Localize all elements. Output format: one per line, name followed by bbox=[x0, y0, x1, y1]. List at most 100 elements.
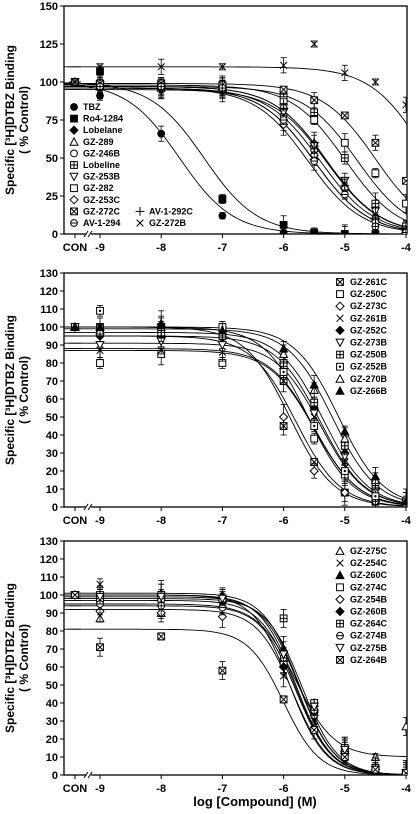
y-tick-label: 40 bbox=[46, 698, 58, 710]
legend-marker-gz-254b bbox=[335, 594, 345, 605]
y-axis-subtitle: ( % Control) bbox=[17, 624, 31, 692]
x-tick-label: -9 bbox=[95, 515, 105, 527]
x-tick-label: -8 bbox=[156, 242, 166, 254]
legend-marker-gz-273c bbox=[335, 301, 345, 311]
y-tick-label: 10 bbox=[46, 484, 58, 496]
point-gz-266b-con bbox=[70, 322, 80, 331]
legend-label-gz-264b: GZ-264B bbox=[350, 655, 388, 665]
legend-label-gz-264c: GZ-264C bbox=[350, 619, 388, 629]
point-gz-266b bbox=[401, 496, 407, 506]
legend-label-gz-253c: GZ-253C bbox=[83, 195, 121, 205]
legend-label-gz-246b: GZ-246B bbox=[83, 148, 121, 158]
y-axis-title: Specific [³H]DTBZ Binding bbox=[3, 45, 17, 195]
point-gz-272b bbox=[341, 69, 349, 77]
legend-label-gz-260b: GZ-260B bbox=[350, 607, 388, 617]
legend-marker-gz-275b bbox=[335, 643, 345, 653]
legend-marker-gz-261c bbox=[336, 278, 344, 286]
fit-curve-gz-264b bbox=[64, 628, 407, 775]
x-tick-label: -4 bbox=[401, 783, 412, 795]
point-gz-282 bbox=[371, 169, 380, 178]
legend-label-gz-261b: GZ-261B bbox=[350, 313, 388, 323]
point-ro4-1284 bbox=[218, 195, 227, 203]
panel-middle: 0 10 20 30 40 50 60 70 80 90 100 110 120 130 -9 -8 -7 -6 -… bbox=[3, 268, 412, 527]
y-tick-label: 60 bbox=[46, 662, 58, 674]
legend-marker-gz-274b bbox=[336, 631, 344, 640]
y-tick-label: 20 bbox=[46, 734, 58, 746]
x-tick-label: -5 bbox=[340, 242, 350, 254]
point-ro4-1284 bbox=[279, 220, 288, 229]
point-gz-266b bbox=[278, 343, 289, 353]
y-tick-label: 0 bbox=[52, 229, 58, 241]
x-tick-label: -9 bbox=[95, 242, 105, 254]
y-tick-label: 0 bbox=[52, 770, 58, 782]
legend-marker-ro4-1284 bbox=[70, 114, 78, 123]
point-gz-272c bbox=[371, 138, 380, 147]
legend-label-gz-270b: GZ-270B bbox=[350, 374, 388, 384]
legend-marker-gz-252c bbox=[335, 325, 345, 336]
y-tick-label: 0 bbox=[52, 502, 58, 514]
legend: GZ-261C GZ-250C GZ-273C GZ-261B GZ-252C GZ-27… bbox=[335, 277, 388, 396]
point-av-1-292c bbox=[371, 214, 380, 224]
legend-label-gz-254b: GZ-254B bbox=[350, 594, 388, 604]
point-gz-272b bbox=[218, 63, 227, 71]
x-tick-label: -6 bbox=[279, 242, 289, 254]
legend-marker-gz-253c bbox=[69, 195, 79, 205]
legend-label-lobelane: Lobelane bbox=[83, 125, 123, 135]
point-gz-270b bbox=[340, 433, 350, 443]
point-gz-272c bbox=[402, 176, 407, 185]
legend-marker-gz-260b bbox=[335, 606, 345, 617]
point-gz-273c bbox=[340, 487, 350, 498]
legend-label-gz-261c: GZ-261C bbox=[350, 277, 388, 287]
point-gz-254c bbox=[279, 672, 288, 680]
point-gz-272b bbox=[402, 101, 407, 109]
legend-label-gz-266b: GZ-266B bbox=[350, 386, 388, 396]
point-av-1-292c bbox=[95, 85, 105, 94]
y-tick-label: 30 bbox=[46, 448, 58, 460]
point-gz-282 bbox=[402, 199, 407, 208]
point-gz-264b bbox=[96, 643, 104, 652]
legend-label-gz-250c: GZ-250C bbox=[350, 289, 388, 299]
y-tick-label: 25 bbox=[46, 191, 58, 203]
point-gz-275b bbox=[309, 702, 319, 712]
point-gz-272c bbox=[310, 96, 319, 105]
legend-marker-gz-274c bbox=[336, 583, 344, 592]
y-tick-label: 30 bbox=[46, 716, 58, 728]
legend-label-gz-252b: GZ-252B bbox=[350, 362, 388, 372]
point-gz-266b bbox=[340, 426, 350, 436]
point-gz-252b bbox=[340, 467, 349, 475]
point-ro4-1284 bbox=[340, 230, 349, 234]
y-tick-label: 150 bbox=[40, 1, 58, 13]
y-tick-label: 40 bbox=[46, 430, 58, 442]
point-av-1-294 bbox=[310, 157, 319, 165]
y-tick-label: 50 bbox=[46, 412, 58, 424]
legend-label-av-1-292c: AV-1-292C bbox=[149, 206, 193, 216]
x-tick-label: -4 bbox=[401, 515, 412, 527]
legend-marker-gz-266b bbox=[335, 385, 345, 395]
y-axis-title: Specific [³H]DTBZ Binding bbox=[3, 315, 17, 465]
point-av-1-292c bbox=[340, 180, 350, 190]
legend-label-gz-273b: GZ-273B bbox=[350, 338, 388, 348]
y-tick-label: 100 bbox=[40, 77, 58, 89]
y-axis-title: Specific [³H]DTBZ Binding bbox=[3, 583, 17, 733]
legend-label-gz-250b: GZ-250B bbox=[350, 350, 388, 360]
legend-marker-av-1-292c bbox=[135, 207, 145, 216]
y-tick-label: 20 bbox=[46, 466, 58, 478]
x-tick-label: -4 bbox=[401, 242, 412, 254]
panel-top: 0 25 50 75 100 125 150 -9 -8 -7 -6 -5 -4 CON Specific … bbox=[3, 1, 412, 254]
point-gz-275b bbox=[95, 592, 105, 602]
legend-marker-gz-289 bbox=[69, 136, 79, 146]
point-gz-270b bbox=[278, 349, 289, 358]
point-gz-272c bbox=[340, 111, 349, 120]
point-gz-272b bbox=[279, 61, 288, 70]
point-gz-250b bbox=[310, 398, 319, 407]
point-lobeline bbox=[310, 108, 319, 117]
x-tick-label-con: CON bbox=[63, 783, 88, 795]
plot-frame bbox=[63, 272, 408, 508]
y-tick-label: 110 bbox=[40, 304, 58, 316]
x-tick-label: -5 bbox=[340, 515, 350, 527]
point-av-1-292c bbox=[309, 138, 319, 148]
point-gz-275b bbox=[217, 594, 228, 604]
legend-label-gz-260c: GZ-260C bbox=[350, 570, 388, 580]
point-gz-261b bbox=[157, 346, 165, 355]
